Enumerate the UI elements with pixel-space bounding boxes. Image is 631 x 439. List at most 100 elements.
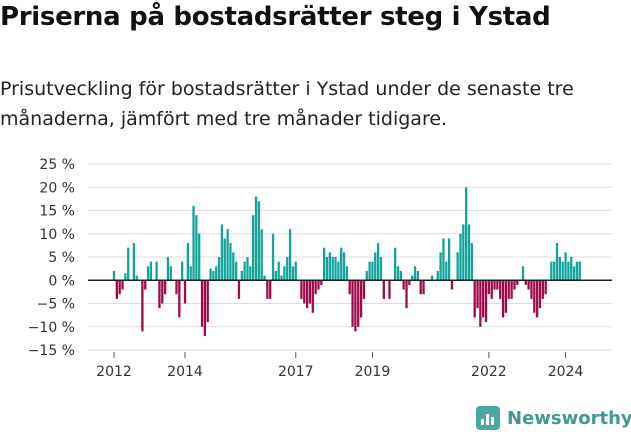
bar bbox=[323, 247, 326, 281]
bar bbox=[419, 280, 422, 295]
bar bbox=[141, 280, 144, 332]
annotation-label: 4 % bbox=[575, 0, 604, 4]
bar bbox=[181, 261, 184, 281]
y-tick-label: 15 % bbox=[39, 204, 75, 220]
bar bbox=[124, 273, 127, 281]
bar bbox=[320, 280, 323, 285]
bar bbox=[215, 266, 218, 281]
bar bbox=[226, 229, 229, 281]
bar bbox=[550, 261, 553, 281]
y-tick-label: 5 % bbox=[48, 250, 75, 266]
bar bbox=[257, 201, 260, 281]
bar bbox=[405, 280, 408, 309]
bar bbox=[135, 275, 138, 281]
bar bbox=[198, 233, 201, 281]
bar bbox=[439, 252, 442, 281]
x-tick-label: 2024 bbox=[548, 364, 584, 380]
bar bbox=[206, 280, 209, 323]
bar bbox=[365, 270, 368, 281]
bar bbox=[493, 280, 496, 290]
bar bbox=[354, 280, 357, 332]
chart-logo-icon bbox=[476, 406, 500, 430]
bar bbox=[521, 266, 525, 281]
bar bbox=[379, 257, 383, 281]
bar bbox=[351, 280, 354, 327]
bar bbox=[203, 280, 207, 337]
bar bbox=[416, 270, 420, 281]
bar bbox=[411, 275, 414, 281]
bar bbox=[413, 266, 417, 281]
bar bbox=[325, 257, 329, 281]
bar bbox=[246, 257, 249, 281]
bar bbox=[567, 261, 570, 281]
bar bbox=[161, 280, 164, 304]
bar bbox=[388, 280, 391, 299]
bar bbox=[430, 275, 434, 281]
bar bbox=[496, 280, 499, 290]
bar bbox=[408, 280, 411, 285]
bar bbox=[252, 215, 255, 281]
bar bbox=[269, 280, 272, 299]
chart-subtitle: Prisutveckling för bostadsrätter i Ystad… bbox=[0, 78, 574, 130]
bar bbox=[399, 270, 402, 281]
bar bbox=[158, 280, 161, 309]
x-tick-label: 2014 bbox=[167, 364, 203, 380]
bar bbox=[183, 280, 187, 304]
bar bbox=[195, 215, 198, 281]
bar bbox=[303, 280, 306, 304]
bar bbox=[186, 243, 189, 281]
bar bbox=[490, 280, 493, 299]
bar bbox=[558, 257, 562, 281]
bar bbox=[118, 280, 121, 295]
y-tick-label: 0 % bbox=[48, 273, 75, 289]
bar bbox=[555, 243, 559, 281]
bar bbox=[362, 280, 366, 299]
bar bbox=[305, 280, 309, 309]
bar bbox=[445, 261, 448, 281]
bar bbox=[260, 229, 263, 281]
bar bbox=[359, 280, 363, 318]
bar bbox=[300, 280, 303, 299]
bar bbox=[277, 261, 280, 281]
bar bbox=[115, 280, 118, 299]
bar bbox=[530, 280, 533, 299]
x-tick-label: 2012 bbox=[96, 364, 132, 380]
bar bbox=[144, 280, 147, 290]
bar bbox=[524, 280, 527, 285]
bar bbox=[223, 238, 226, 281]
bar bbox=[189, 266, 192, 281]
bar bbox=[175, 280, 178, 295]
bar bbox=[328, 252, 331, 281]
bar bbox=[541, 280, 544, 299]
bar bbox=[394, 247, 397, 281]
bar bbox=[374, 252, 377, 281]
bar bbox=[564, 252, 567, 281]
y-tick-label: −10 % bbox=[28, 320, 75, 336]
bar bbox=[357, 280, 360, 327]
newsworthy-logo: Newsworthy bbox=[476, 406, 631, 430]
x-tick-label: 2022 bbox=[471, 364, 507, 380]
tick-labels: 25 % 20 % 15 % 10 % 5 % 0 % −5 % −10 % −15 % 2012… bbox=[28, 0, 604, 380]
x-tick-label: 2019 bbox=[355, 364, 391, 380]
bar bbox=[217, 257, 221, 281]
bar-chart: 25 % 20 % 15 % 10 % 5 % 0 % −5 % −10 % −15 % 2012… bbox=[28, 0, 612, 380]
bar bbox=[442, 238, 445, 281]
bar bbox=[570, 257, 573, 281]
bar bbox=[288, 229, 292, 281]
bar bbox=[286, 257, 289, 281]
bar bbox=[294, 261, 297, 281]
bar bbox=[450, 280, 454, 290]
bar bbox=[501, 280, 505, 318]
bar bbox=[291, 266, 295, 281]
y-tick-label: −5 % bbox=[37, 297, 75, 313]
bar bbox=[513, 280, 516, 290]
bar bbox=[487, 280, 491, 295]
bar bbox=[249, 266, 252, 281]
bar bbox=[232, 252, 235, 281]
bars bbox=[112, 187, 581, 337]
bar bbox=[340, 247, 343, 281]
bar bbox=[263, 275, 266, 281]
bar bbox=[121, 280, 124, 290]
bar bbox=[314, 280, 317, 295]
bar bbox=[516, 280, 519, 285]
